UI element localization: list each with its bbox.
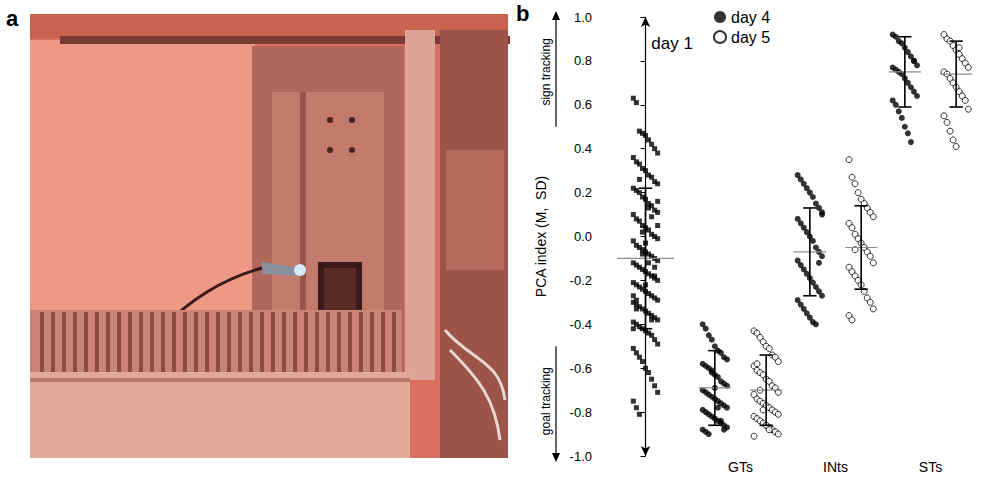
svg-text:goal tracking: goal tracking: [539, 367, 553, 435]
svg-text:-0.6: -0.6: [570, 361, 592, 376]
svg-text:-0.8: -0.8: [570, 405, 592, 420]
svg-text:day 5: day 5: [731, 29, 770, 46]
svg-text:INts: INts: [823, 459, 848, 475]
svg-text:-0.2: -0.2: [570, 273, 592, 288]
svg-text:b: b: [516, 1, 529, 26]
svg-text:a: a: [6, 6, 19, 31]
svg-text:0.6: 0.6: [574, 97, 592, 112]
svg-text:-0.4: -0.4: [570, 317, 592, 332]
svg-text:PCA index (M, SD): PCA index (M, SD): [533, 176, 549, 297]
svg-text:GTs: GTs: [728, 459, 753, 475]
svg-text:day 1: day 1: [651, 34, 693, 53]
svg-text:STs: STs: [919, 459, 942, 475]
svg-text:0.2: 0.2: [574, 185, 592, 200]
svg-text:0.4: 0.4: [574, 141, 592, 156]
svg-text:sign tracking: sign tracking: [539, 38, 553, 105]
svg-text:-1.0: -1.0: [570, 449, 592, 464]
svg-text:0.0: 0.0: [574, 229, 592, 244]
svg-text:day 4: day 4: [731, 9, 770, 26]
svg-text:0.8: 0.8: [574, 53, 592, 68]
svg-text:1.0: 1.0: [574, 10, 592, 25]
